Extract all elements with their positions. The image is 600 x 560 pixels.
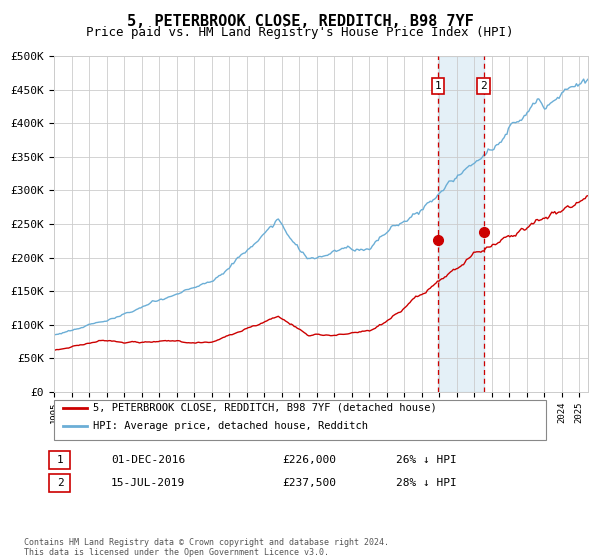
Text: Price paid vs. HM Land Registry's House Price Index (HPI): Price paid vs. HM Land Registry's House … xyxy=(86,26,514,39)
Text: 01-DEC-2016: 01-DEC-2016 xyxy=(111,455,185,465)
Text: HPI: Average price, detached house, Redditch: HPI: Average price, detached house, Redd… xyxy=(93,421,368,431)
Text: 2: 2 xyxy=(56,478,64,488)
Bar xyxy=(438,56,484,392)
Text: 5, PETERBROOK CLOSE, REDDITCH, B98 7YF: 5, PETERBROOK CLOSE, REDDITCH, B98 7YF xyxy=(127,14,473,29)
Text: 1: 1 xyxy=(56,455,64,465)
Text: 28% ↓ HPI: 28% ↓ HPI xyxy=(396,478,457,488)
Text: Contains HM Land Registry data © Crown copyright and database right 2024.
This d: Contains HM Land Registry data © Crown c… xyxy=(24,538,389,557)
Text: 1: 1 xyxy=(434,81,441,91)
Text: 15-JUL-2019: 15-JUL-2019 xyxy=(111,478,185,488)
Text: £237,500: £237,500 xyxy=(282,478,336,488)
Text: 2: 2 xyxy=(480,81,487,91)
Text: £226,000: £226,000 xyxy=(282,455,336,465)
Text: 26% ↓ HPI: 26% ↓ HPI xyxy=(396,455,457,465)
Text: 5, PETERBROOK CLOSE, REDDITCH, B98 7YF (detached house): 5, PETERBROOK CLOSE, REDDITCH, B98 7YF (… xyxy=(93,403,437,413)
